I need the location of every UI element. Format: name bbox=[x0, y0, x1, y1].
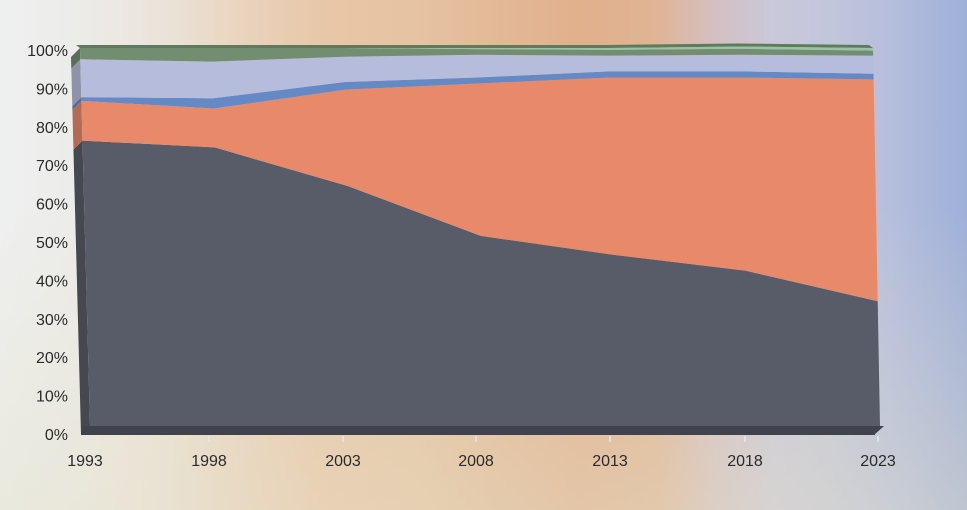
y-tick-label: 50% bbox=[36, 235, 68, 252]
y-tick-label: 0% bbox=[45, 427, 68, 444]
x-tick-label: 1998 bbox=[191, 453, 227, 470]
floor-front bbox=[81, 426, 875, 435]
x-tick-label: 1993 bbox=[67, 453, 103, 470]
series-area-2 bbox=[81, 77, 878, 302]
chart-3d-side-faces bbox=[71, 43, 873, 436]
x-tick-label: 2018 bbox=[727, 453, 763, 470]
top-face bbox=[76, 43, 873, 48]
x-tick-label: 2013 bbox=[592, 453, 628, 470]
series-side-face bbox=[71, 48, 81, 69]
chart-3d-floor bbox=[81, 426, 884, 435]
y-tick-label: 10% bbox=[36, 389, 68, 406]
y-tick-label: 80% bbox=[36, 120, 68, 137]
series-area-5 bbox=[80, 48, 874, 62]
series-area-6 bbox=[80, 46, 873, 51]
series-side-face bbox=[72, 100, 83, 150]
y-tick-label: 40% bbox=[36, 273, 68, 290]
series-area-4 bbox=[80, 54, 874, 99]
series-area-1 bbox=[82, 140, 880, 426]
series-side-face bbox=[73, 140, 90, 436]
x-tick-label: 2023 bbox=[860, 453, 896, 470]
x-tick-label: 2003 bbox=[325, 453, 361, 470]
y-tick-label: 90% bbox=[36, 81, 68, 98]
series-area-3 bbox=[81, 71, 874, 109]
y-tick-label: 70% bbox=[36, 158, 68, 175]
chart-plot-area bbox=[80, 46, 880, 426]
y-tick-label: 20% bbox=[36, 350, 68, 367]
y-tick-label: 100% bbox=[27, 43, 68, 60]
series-side-face bbox=[72, 97, 82, 110]
y-tick-label: 30% bbox=[36, 312, 68, 329]
y-tick-label: 60% bbox=[36, 197, 68, 214]
x-tick-label: 2008 bbox=[458, 453, 494, 470]
y-axis: 0% 10% 20% 30% 40% 50% 60% 70% 80% 90% 100% bbox=[27, 43, 68, 444]
series-side-face bbox=[71, 59, 82, 107]
x-axis: 1993 1998 2003 2008 2013 2018 2023 bbox=[67, 436, 896, 470]
